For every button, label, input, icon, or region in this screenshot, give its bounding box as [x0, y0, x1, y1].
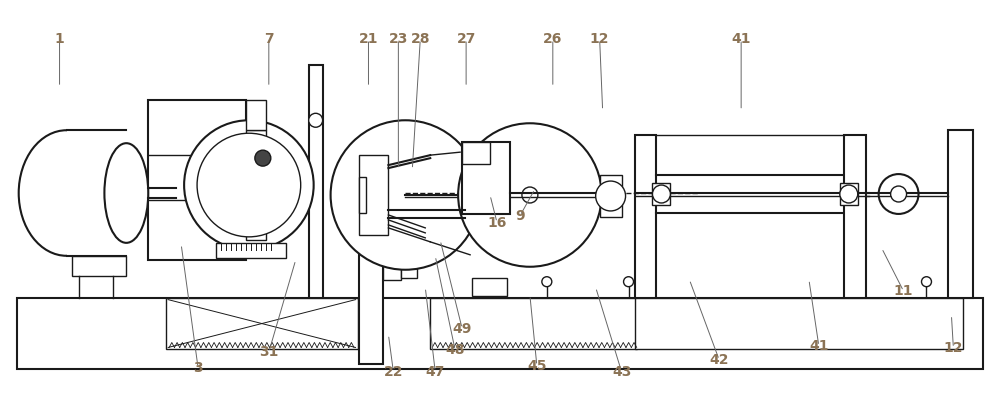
- Circle shape: [458, 123, 602, 267]
- Bar: [652, 183, 670, 205]
- Text: 48: 48: [445, 343, 465, 357]
- Bar: [635, 135, 656, 297]
- Text: 1: 1: [55, 32, 64, 46]
- Text: 9: 9: [515, 209, 525, 223]
- Bar: [462, 142, 510, 214]
- Circle shape: [542, 277, 552, 287]
- Bar: [600, 175, 622, 217]
- Text: 12: 12: [944, 341, 963, 355]
- Circle shape: [197, 133, 301, 237]
- Text: 27: 27: [456, 32, 476, 46]
- Text: 26: 26: [543, 32, 563, 46]
- Bar: [359, 168, 383, 364]
- Bar: [948, 130, 973, 297]
- Bar: [246, 130, 266, 240]
- Circle shape: [255, 150, 271, 166]
- Circle shape: [624, 277, 634, 287]
- Text: 42: 42: [709, 353, 729, 367]
- Bar: [216, 243, 286, 258]
- Bar: [844, 135, 866, 297]
- Bar: [246, 100, 266, 130]
- Text: 31: 31: [259, 345, 279, 359]
- Text: 45: 45: [527, 359, 547, 373]
- Bar: [401, 250, 417, 278]
- Circle shape: [922, 277, 931, 287]
- Circle shape: [891, 186, 907, 202]
- Circle shape: [331, 120, 480, 270]
- Circle shape: [309, 113, 323, 127]
- Bar: [166, 297, 358, 349]
- Text: 12: 12: [590, 32, 609, 46]
- Text: 41: 41: [809, 339, 829, 353]
- Text: 28: 28: [411, 32, 430, 46]
- Bar: [72, 256, 126, 276]
- Bar: [67, 130, 126, 256]
- Ellipse shape: [19, 130, 114, 256]
- Text: 43: 43: [612, 365, 631, 379]
- Text: 23: 23: [389, 32, 408, 46]
- Bar: [17, 297, 983, 370]
- Bar: [430, 297, 637, 349]
- Circle shape: [840, 185, 858, 203]
- Bar: [148, 100, 246, 260]
- Text: 3: 3: [193, 361, 203, 375]
- Text: 16: 16: [487, 216, 507, 230]
- Circle shape: [596, 181, 626, 211]
- Bar: [472, 278, 507, 296]
- Circle shape: [879, 174, 919, 214]
- Text: 41: 41: [731, 32, 751, 46]
- Bar: [309, 65, 323, 297]
- Circle shape: [184, 120, 314, 250]
- Text: 22: 22: [384, 365, 403, 379]
- Circle shape: [652, 185, 670, 203]
- Text: 21: 21: [359, 32, 378, 46]
- Bar: [383, 238, 401, 280]
- Text: 7: 7: [264, 32, 274, 46]
- Bar: [635, 297, 963, 349]
- Bar: [840, 183, 858, 205]
- Bar: [359, 155, 388, 235]
- Text: 11: 11: [894, 284, 913, 298]
- Text: 49: 49: [452, 322, 472, 336]
- Circle shape: [522, 187, 538, 203]
- Text: 47: 47: [426, 365, 445, 379]
- Bar: [359, 177, 366, 213]
- Ellipse shape: [104, 143, 148, 243]
- Bar: [462, 142, 490, 164]
